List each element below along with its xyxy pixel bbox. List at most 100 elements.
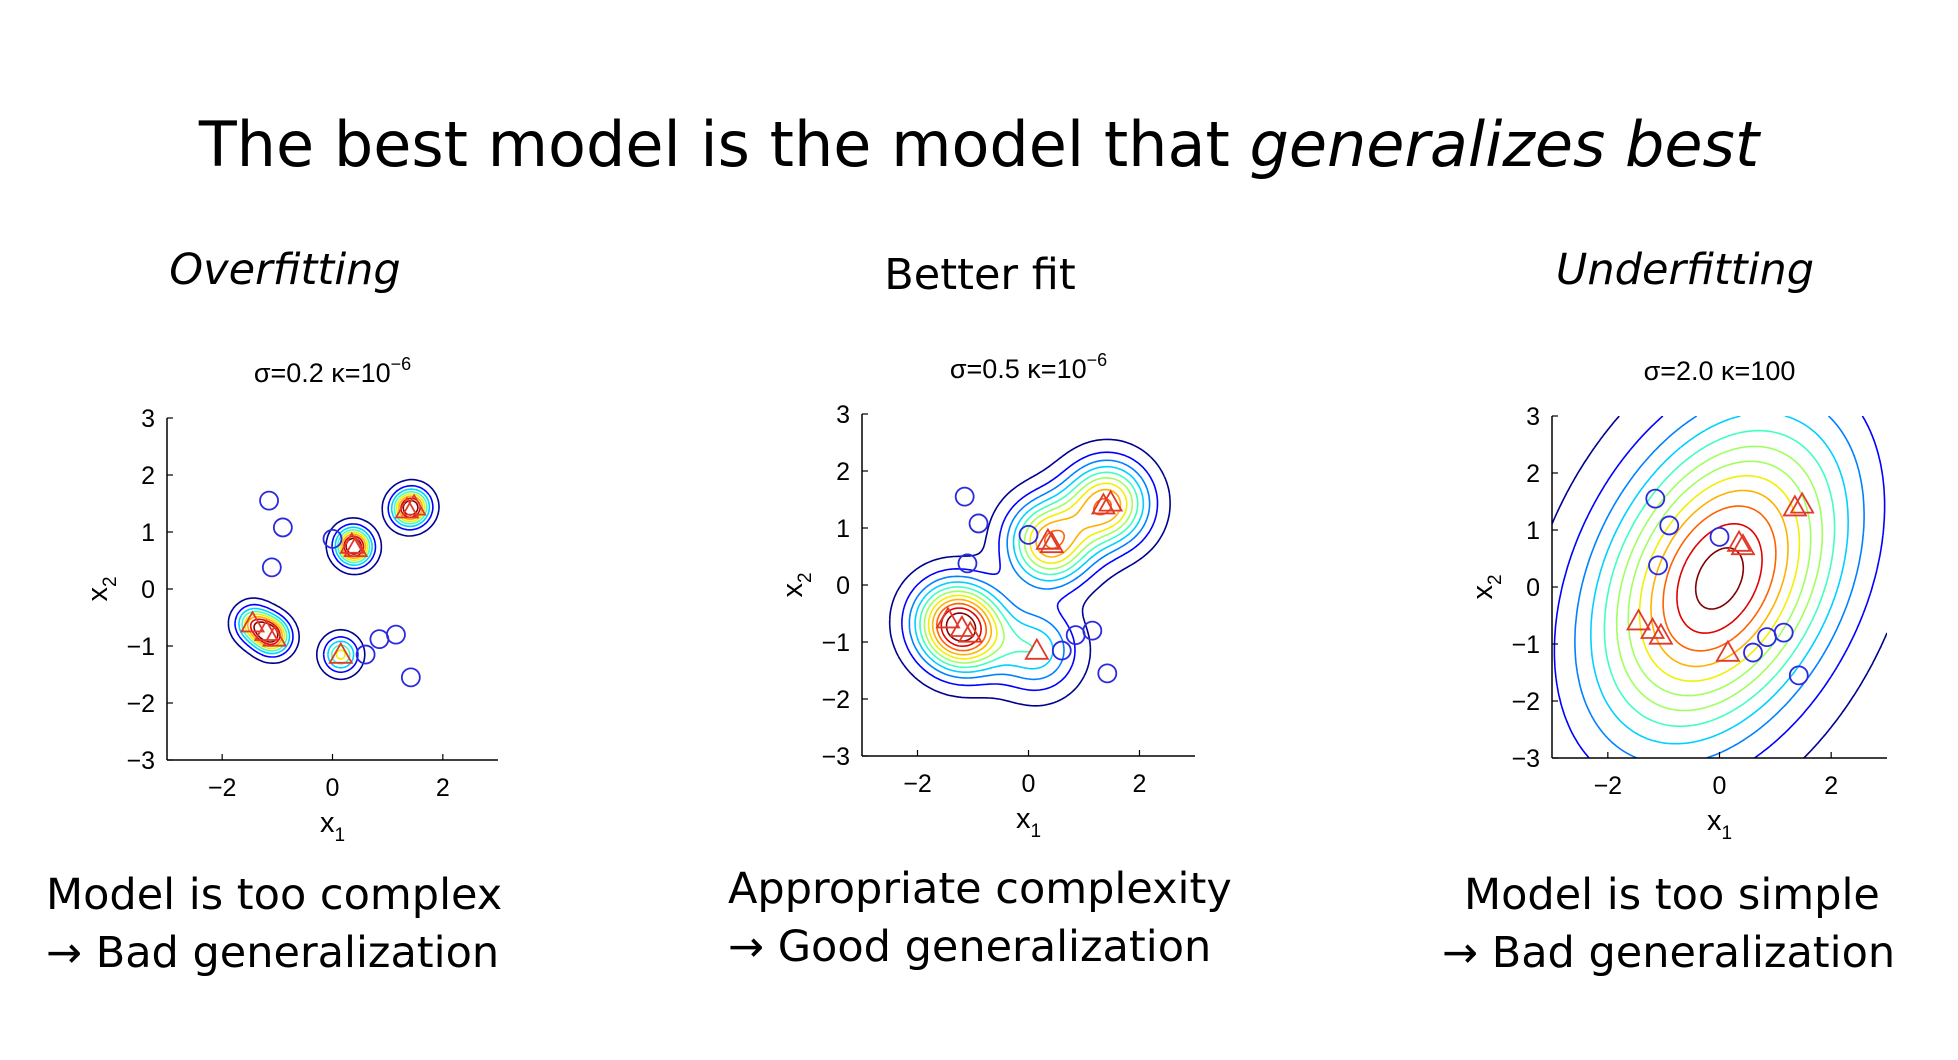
circle-marker bbox=[1018, 524, 1039, 545]
triangle-marker bbox=[401, 493, 427, 516]
caption-underfitting-line1: Model is too simple bbox=[1464, 870, 1880, 920]
plot-title: σ=0.5 κ=10−6 bbox=[950, 350, 1107, 384]
caption-better-fit: Appropriate complexity → Good generaliza… bbox=[728, 860, 1232, 976]
contour-group bbox=[888, 438, 1171, 707]
x-axis-title-sub: 1 bbox=[1721, 823, 1732, 844]
y-axis-title-sub: 2 bbox=[795, 572, 816, 583]
plot-title-sup: −6 bbox=[1087, 350, 1108, 370]
y-tick-label: −3 bbox=[821, 743, 850, 771]
contour-line bbox=[908, 459, 1151, 681]
circle-marker bbox=[355, 644, 376, 665]
y-tick-label: 3 bbox=[836, 401, 850, 429]
y-tick-label: 0 bbox=[1526, 574, 1540, 602]
caption-underfitting-line2: → Bad generalization bbox=[1442, 928, 1896, 978]
contour-line bbox=[1603, 429, 1836, 728]
y-tick-label: −3 bbox=[126, 747, 155, 775]
triangle-marker bbox=[1730, 533, 1756, 556]
plot-title-main: σ=0.2 κ=10 bbox=[254, 358, 391, 388]
caption-overfitting: Model is too complex → Bad generalizatio… bbox=[46, 866, 502, 982]
contour-line bbox=[1650, 489, 1789, 668]
circle-marker bbox=[968, 513, 989, 534]
contour-line bbox=[1662, 505, 1777, 652]
contour-line bbox=[1574, 416, 1865, 758]
contour-group bbox=[1552, 416, 1887, 758]
triangle-marker bbox=[1039, 531, 1065, 554]
contour-line bbox=[923, 477, 1134, 664]
panel-heading-underfitting: Underfitting bbox=[1555, 245, 1815, 295]
y-axis-title-sub: 2 bbox=[100, 576, 121, 587]
circle-marker bbox=[1065, 625, 1086, 646]
x-axis-title: x1 bbox=[1707, 805, 1732, 844]
circle-marker bbox=[1645, 488, 1666, 509]
x-axis-title-sub: 1 bbox=[1030, 821, 1041, 842]
contour-line bbox=[1552, 416, 1887, 758]
circle-marker bbox=[1659, 515, 1680, 536]
triangle-marker bbox=[957, 620, 983, 643]
y-axis-title: x2 bbox=[777, 572, 816, 597]
slide-title-prefix: The best model is the model that bbox=[198, 108, 1250, 181]
contour-line bbox=[888, 438, 1171, 707]
x-axis-title-main: x bbox=[1707, 805, 1722, 837]
x-tick-label: 2 bbox=[1824, 772, 1838, 800]
contour-line bbox=[936, 497, 1113, 652]
contour-line bbox=[914, 465, 1145, 673]
caption-underfitting: Model is too simple → Bad generalization bbox=[1442, 866, 1895, 982]
y-tick-label: −1 bbox=[1511, 631, 1540, 659]
y-tick-label: −2 bbox=[821, 686, 850, 714]
x-axis-title: x1 bbox=[1016, 803, 1041, 842]
y-tick-label: −1 bbox=[126, 633, 155, 661]
contour-line bbox=[927, 482, 1128, 660]
triangle-marker bbox=[1090, 492, 1116, 515]
circle-marker bbox=[400, 667, 421, 688]
circle-marker bbox=[1743, 642, 1763, 663]
plot-title-sup: −6 bbox=[391, 354, 412, 374]
contour-line bbox=[244, 493, 426, 660]
y-tick-label: 2 bbox=[836, 458, 850, 486]
x-axis-title-sub: 1 bbox=[334, 825, 345, 846]
y-tick-label: −2 bbox=[126, 690, 155, 718]
circle-marker bbox=[322, 528, 343, 549]
y-axis-title: x2 bbox=[1467, 574, 1506, 599]
y-tick-label: 2 bbox=[1526, 460, 1540, 488]
circle-marker bbox=[272, 517, 293, 538]
plot-title: σ=0.2 κ=10−6 bbox=[254, 354, 411, 388]
panel-heading-overfitting: Overfitting bbox=[169, 245, 401, 295]
triangle-marker bbox=[328, 641, 354, 664]
plot-title: σ=2.0 κ=100 bbox=[1644, 356, 1796, 386]
triangle-marker bbox=[1782, 494, 1808, 517]
y-axis-title-sub: 2 bbox=[1485, 574, 1506, 585]
contour-line bbox=[1590, 416, 1849, 745]
contour-line bbox=[227, 478, 440, 681]
circle-marker bbox=[1788, 665, 1809, 686]
caption-better-fit-line1: Appropriate complexity bbox=[728, 864, 1232, 914]
contour-line bbox=[1676, 523, 1763, 634]
y-axis-title-main: x bbox=[1467, 585, 1499, 600]
y-tick-label: 0 bbox=[836, 572, 850, 600]
triangle-marker bbox=[1035, 527, 1061, 550]
circle-marker bbox=[954, 486, 975, 507]
triangle-marker bbox=[1726, 529, 1752, 552]
contour-line bbox=[234, 484, 434, 674]
panel-heading-better-fit: Better fit bbox=[884, 250, 1076, 300]
x-tick-label: 2 bbox=[436, 774, 450, 802]
contour-group bbox=[227, 478, 440, 681]
y-axis-title-main: x bbox=[777, 583, 809, 598]
plot-title-main: σ=0.5 κ=10 bbox=[950, 354, 1087, 384]
circle-marker bbox=[1082, 620, 1103, 641]
contour-line bbox=[1615, 445, 1824, 712]
triangle-marker bbox=[1789, 491, 1815, 514]
caption-overfitting-line2: → Bad generalization bbox=[46, 928, 500, 978]
contour-line bbox=[1553, 416, 1886, 758]
triangle-marker bbox=[1098, 489, 1124, 512]
y-tick-label: 1 bbox=[836, 515, 850, 543]
y-tick-label: 3 bbox=[1526, 403, 1540, 431]
x-axis-title-main: x bbox=[320, 807, 335, 839]
circle-marker bbox=[1709, 526, 1730, 547]
circle-marker bbox=[369, 629, 390, 650]
y-tick-label: 0 bbox=[141, 576, 155, 604]
x-tick-label: 0 bbox=[1022, 770, 1036, 798]
x-tick-label: 2 bbox=[1133, 770, 1147, 798]
